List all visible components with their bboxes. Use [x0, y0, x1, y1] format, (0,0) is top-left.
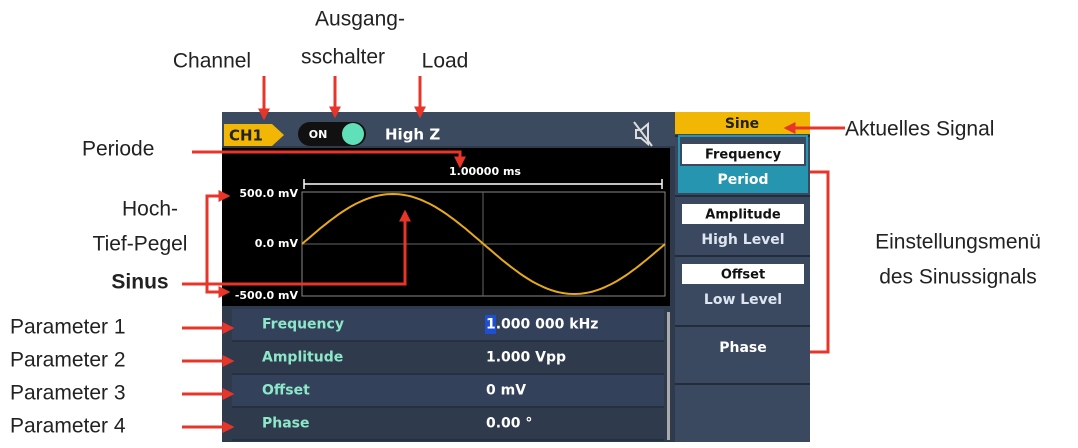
- waveform-area: [222, 148, 670, 306]
- signal-name: Sine: [725, 116, 759, 132]
- annotation: Einstellungsmenü: [875, 231, 1041, 254]
- cursor: [485, 315, 496, 334]
- parameter-row[interactable]: [232, 375, 664, 406]
- level-label: -500.0 mV: [235, 289, 299, 302]
- parameter-value: 1.000 Vpp: [486, 350, 566, 366]
- parameter-name: Offset: [262, 383, 310, 399]
- parameter-arrows: [182, 322, 235, 433]
- menu-top-label: Amplitude: [705, 208, 781, 223]
- annotation: Aktuelles Signal: [845, 118, 994, 141]
- annotation: Parameter 4: [10, 415, 126, 438]
- annotation: Tief-Pegel: [93, 233, 188, 256]
- annotation: Parameter 1: [10, 316, 126, 339]
- annotation: Periode: [82, 138, 154, 161]
- parameter-value: 0.00 °: [486, 416, 532, 432]
- annotation: Ausgang-: [315, 8, 405, 31]
- annotation: Load: [422, 50, 469, 73]
- annotation: Hoch-: [122, 198, 178, 221]
- parameter-name: Phase: [262, 416, 310, 432]
- parameter-value: 1.000 000 kHz: [486, 317, 598, 333]
- annotation: des Sinussignals: [879, 266, 1037, 289]
- mute-icon: [633, 121, 653, 147]
- level-label: 0.0 mV: [255, 237, 299, 250]
- annotation: Parameter 3: [10, 382, 126, 405]
- menu-outline: [678, 135, 808, 193]
- parameter-row[interactable]: [232, 309, 664, 340]
- menu-selected: [679, 166, 807, 192]
- period-value: 1.00000 ms: [449, 165, 521, 178]
- menu-top-label: Frequency: [705, 148, 782, 163]
- menu-header: [675, 112, 810, 134]
- parameter-value: 0 mV: [486, 383, 526, 399]
- toggle-knob: [342, 123, 364, 145]
- status-bar: [222, 112, 675, 146]
- parameter-name: Amplitude: [262, 350, 343, 366]
- menu-top-box[interactable]: [682, 264, 804, 284]
- channel-label: CH1: [229, 127, 263, 145]
- menu-top-box[interactable]: [682, 204, 804, 224]
- annotation: sschalter: [301, 46, 385, 69]
- annotation-arrows: [182, 76, 845, 354]
- scrollbar: [667, 312, 670, 440]
- menu-bottom-label[interactable]: High Level: [701, 232, 784, 248]
- parameter-row[interactable]: [232, 408, 664, 439]
- menu-top-label: Offset: [721, 268, 765, 283]
- level-label: 500.0 mV: [239, 187, 298, 200]
- annotation: Sinus: [111, 271, 168, 294]
- sine-wave: [301, 192, 666, 296]
- parameter-name: Frequency: [262, 317, 344, 333]
- output-label: ON: [309, 128, 328, 141]
- menu-top-box[interactable]: [682, 144, 804, 164]
- channel-badge: [224, 124, 284, 146]
- menu-bottom-label[interactable]: Low Level: [704, 292, 782, 308]
- menu-bottom-label[interactable]: Period: [717, 172, 768, 188]
- period-bar: [303, 179, 663, 189]
- menu-label[interactable]: Phase: [719, 340, 767, 356]
- annotation: Channel: [173, 50, 251, 73]
- load-label: High Z: [385, 126, 440, 144]
- annotation: Parameter 2: [10, 349, 126, 372]
- parameter-row[interactable]: [232, 342, 664, 373]
